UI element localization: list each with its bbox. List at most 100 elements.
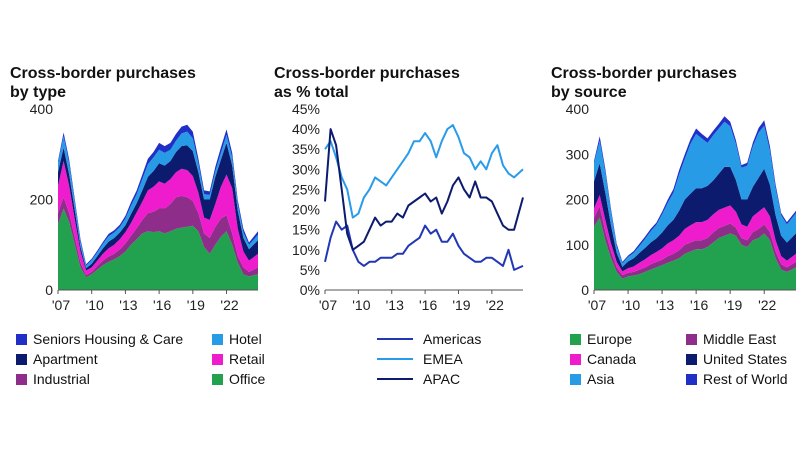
- chart2-x-tick-label: '19: [452, 297, 470, 313]
- chart3-area-asia: [594, 121, 796, 267]
- chart3-legend-label: Rest of World: [703, 371, 788, 387]
- chart1-legend-label: Apartment: [33, 351, 98, 367]
- chart1-legend-item: Office: [212, 371, 265, 387]
- chart3-legend-label: Middle East: [703, 331, 777, 347]
- chart3-legend-swatch: [686, 373, 697, 385]
- chart3-legend-swatch: [686, 333, 697, 345]
- chart2-x-tick-label: '10: [352, 297, 370, 313]
- chart2-x-tick-label: '22: [486, 297, 504, 313]
- chart2-y-tick-label: 20%: [292, 202, 320, 218]
- chart2-line-emea: [324, 124, 524, 219]
- chart2-x-tick-label: '13: [386, 297, 404, 313]
- chart1-y-tick-label: 0: [45, 282, 53, 298]
- chart2-line-americas: [324, 220, 524, 271]
- chart2-y-tick-label: 0%: [300, 282, 320, 298]
- chart1-stacked-area: 0 200 400 '07 '10 '13 '16 '19 '22: [30, 101, 258, 313]
- chart1-x-tick-label: '10: [86, 297, 104, 313]
- chart3-legend: Europe Middle East Canada United States Asia…: [570, 331, 798, 391]
- chart2-title-line2: as % total: [274, 84, 349, 101]
- chart1-legend-swatch: [212, 373, 223, 385]
- chart3-x-tick-label: '22: [758, 297, 776, 313]
- chart3-x-tick-label: '16: [690, 297, 708, 313]
- chart3-title-line2: by source: [551, 84, 627, 101]
- chart3-area-united-states: [594, 163, 796, 272]
- chart3-x-tick-label: '13: [656, 297, 674, 313]
- chart1-x-tick-label: '13: [119, 297, 137, 313]
- chart1-legend-item: Apartment: [16, 351, 98, 367]
- chart1-y-tick-label: 400: [30, 101, 54, 117]
- chart2-title-line1: Cross-border purchases: [274, 65, 460, 82]
- chart1-y-tick-label: 200: [30, 192, 54, 208]
- chart2-y-tick-label: 15%: [292, 222, 320, 238]
- chart1-legend-item: Hotel: [212, 331, 262, 347]
- chart1-area-industrial: [58, 195, 258, 278]
- chart2-x-tick-label: '16: [419, 297, 437, 313]
- chart3-legend-swatch: [570, 353, 581, 365]
- chart2-y-tick-label: 45%: [292, 101, 320, 117]
- chart3-title: Cross-border purchases by source: [551, 64, 791, 102]
- chart1-area-hotel: [58, 131, 258, 269]
- chart3-legend-label: Canada: [587, 351, 637, 367]
- chart3-legend-label: Asia: [587, 371, 615, 387]
- chart2-legend-item: Americas: [377, 331, 481, 347]
- chart2-legend-swatch: [377, 378, 413, 380]
- chart2-y-tick-label: 30%: [292, 161, 320, 177]
- chart3-stacked-area: 0 100 200 300 400 '07 '10 '13 '16 '19 '22: [566, 101, 796, 313]
- chart1-legend-label: Retail: [229, 351, 265, 367]
- chart3-legend-label: United States: [703, 351, 788, 367]
- chart3-area-canada: [594, 195, 796, 276]
- chart1-legend: Seniors Housing & Care Hotel Apartment Reta…: [16, 331, 278, 391]
- chart2-line: 0% 5% 10% 15% 20% 25% 30% 35% 40% 45% '07 '10 '13 '16…: [292, 101, 524, 313]
- chart1-legend-item: Seniors Housing & Care: [16, 331, 183, 347]
- chart2-y-tick-label: 5%: [300, 262, 320, 278]
- chart3-area-middle-east: [594, 206, 796, 279]
- chart3-legend-label: Europe: [587, 331, 633, 347]
- chart3-x-tick-label: '07: [588, 297, 606, 313]
- chart1-legend-item: Retail: [212, 351, 265, 367]
- chart3-x-tick-label: '10: [622, 297, 640, 313]
- chart3-y-tick-label: 300: [566, 146, 590, 162]
- chart2-title: Cross-border purchases as % total: [274, 64, 514, 102]
- chart1-area-apartment: [58, 142, 258, 271]
- chart3-legend-item: Rest of World: [686, 371, 788, 387]
- chart1-legend-label: Hotel: [229, 331, 262, 347]
- chart1-title-line1: Cross-border purchases: [10, 65, 196, 82]
- chart2-y-tick-label: 25%: [292, 181, 320, 197]
- chart1-legend-swatch: [212, 353, 223, 365]
- chart2-line-apac: [324, 128, 524, 251]
- chart1-legend-label: Seniors Housing & Care: [33, 331, 184, 347]
- chart3-y-tick-label: 200: [566, 192, 590, 208]
- chart2-y-tick-label: 35%: [292, 141, 320, 157]
- chart3-area-europe: [594, 217, 796, 290]
- chart3-title-line1: Cross-border purchases: [551, 65, 737, 82]
- chart1-legend-label: Industrial: [33, 371, 90, 387]
- chart2-legend-label: Americas: [423, 331, 482, 347]
- chart3-legend-swatch: [570, 333, 581, 345]
- chart3-legend-item: Canada: [570, 351, 636, 367]
- chart1-title: Cross-border purchases by type: [10, 64, 250, 102]
- chart1-legend-item: Industrial: [16, 371, 90, 387]
- chart1-legend-swatch: [212, 333, 223, 345]
- chart1-title-line2: by type: [10, 84, 67, 101]
- chart1-legend-swatch: [16, 333, 27, 345]
- chart1-x-tick-label: '16: [153, 297, 171, 313]
- chart1-x-tick-label: '07: [52, 297, 70, 313]
- chart2-legend: Americas EMEA APAC: [377, 331, 527, 391]
- chart1-x-tick-label: '19: [187, 297, 205, 313]
- chart3-y-tick-label: 400: [566, 101, 590, 117]
- chart3-legend-swatch: [570, 373, 581, 385]
- chart2-legend-item: APAC: [377, 371, 460, 387]
- chart2-y-tick-label: 10%: [292, 242, 320, 258]
- chart3-y-tick-label: 0: [581, 282, 589, 298]
- chart3-y-tick-label: 100: [566, 237, 590, 253]
- chart1-area-office: [58, 208, 258, 290]
- chart1-x-tick-label: '22: [220, 297, 238, 313]
- chart1-legend-swatch: [16, 373, 27, 385]
- chart1-area-retail: [58, 161, 258, 276]
- chart1-legend-label: Office: [229, 371, 266, 387]
- chart3-legend-swatch: [686, 353, 697, 365]
- chart3-legend-item: Europe: [570, 331, 632, 347]
- chart3-legend-item: Middle East: [686, 331, 776, 347]
- chart2-legend-swatch: [377, 358, 413, 360]
